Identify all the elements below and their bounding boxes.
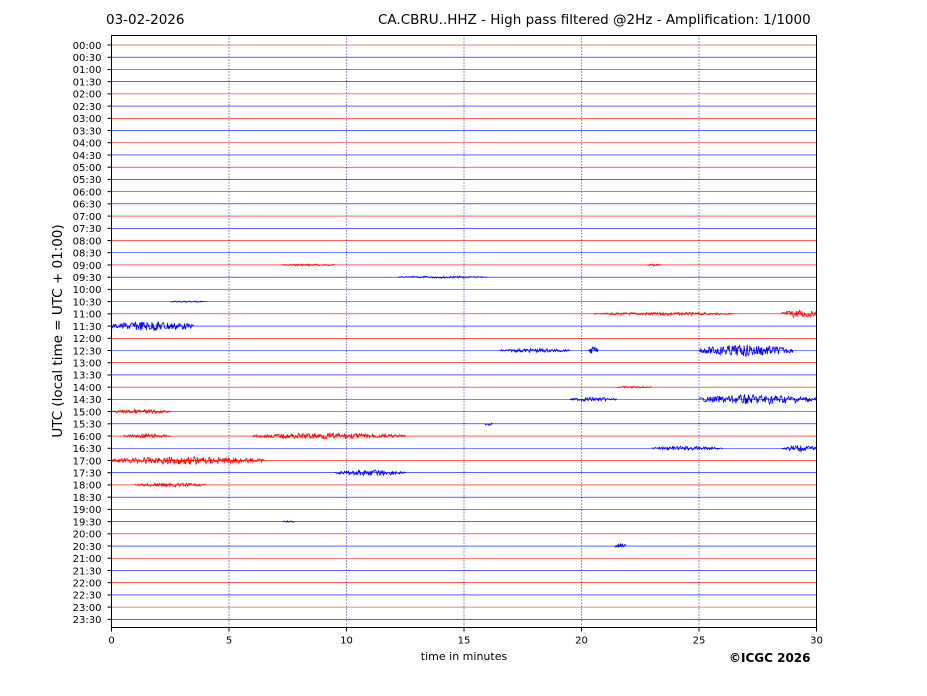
y-tick-label: 23:00: [73, 603, 102, 614]
seismic-event: [484, 422, 493, 427]
y-tick-label: 06:30: [73, 200, 102, 211]
y-tick-label: 00:30: [73, 53, 102, 64]
seismic-event: [781, 444, 817, 453]
x-tick-label: 10: [340, 636, 353, 647]
x-tick-label: 15: [458, 636, 471, 647]
y-tick-label: 00:00: [73, 41, 102, 52]
y-tick-label: 19:30: [73, 517, 102, 528]
seismic-event: [170, 300, 206, 303]
trace-rows: [111, 44, 817, 620]
seismic-event: [111, 321, 195, 331]
y-tick-label: 05:00: [73, 163, 102, 174]
y-tick-label: 10:00: [73, 285, 102, 296]
seismic-event: [334, 468, 406, 477]
y-tick-label: 22:00: [73, 578, 102, 589]
seismic-event: [780, 309, 817, 319]
y-tick-label: 08:00: [73, 236, 102, 247]
y-tick-label: 21:30: [73, 566, 102, 577]
y-axis-label: UTC (local time = UTC + 01:00): [50, 224, 66, 437]
seismic-event: [616, 385, 653, 389]
y-tick-label: 04:00: [73, 139, 102, 150]
seismic-event: [651, 445, 723, 452]
y-tick-label: 11:30: [73, 322, 102, 333]
seismic-event: [280, 263, 335, 267]
plot-frame: [111, 35, 817, 628]
y-tick-label: 19:00: [73, 505, 102, 516]
y-tick-label: 17:00: [73, 456, 102, 467]
x-tick-label: 30: [810, 636, 823, 647]
y-tick-label: 20:00: [73, 530, 102, 541]
seismic-events: [111, 263, 817, 549]
y-tick-label: 23:30: [73, 615, 102, 626]
y-tick-label: 14:00: [73, 383, 102, 394]
seismic-event: [614, 543, 627, 549]
x-tick-label: 20: [575, 636, 588, 647]
y-tick-label: 03:30: [73, 126, 102, 137]
y-tick-label: 07:30: [73, 224, 102, 235]
x-axis-label: time in minutes: [421, 650, 508, 663]
y-tick-label: 14:30: [73, 395, 102, 406]
y-tick-label: 21:00: [73, 554, 102, 565]
y-tick-label: 13:30: [73, 371, 102, 382]
x-tick-label: 0: [108, 636, 114, 647]
seismic-event: [647, 263, 662, 267]
seismic-event: [698, 344, 794, 358]
y-tick-label: 09:00: [73, 261, 102, 272]
y-tick-label: 12:00: [73, 334, 102, 345]
y-tick-label: 08:30: [73, 249, 102, 260]
x-tick-label: 5: [226, 636, 232, 647]
seismic-event: [282, 519, 295, 523]
y-tick-label: 04:30: [73, 151, 102, 162]
vertical-grid: [228, 35, 700, 628]
seismic-event: [111, 408, 171, 415]
seismic-event: [499, 347, 570, 354]
y-tick-label: 03:00: [73, 114, 102, 125]
seismic-event: [123, 432, 171, 439]
seismic-event: [698, 393, 817, 406]
y-tick-label: 15:00: [73, 407, 102, 418]
y-tick-label: 15:30: [73, 420, 102, 431]
copyright-label: ©ICGC 2026: [729, 651, 811, 665]
x-tick-label: 25: [693, 636, 706, 647]
y-tick-label: 18:00: [73, 481, 102, 492]
y-tick-label: 11:00: [73, 310, 102, 321]
seismic-event: [593, 311, 735, 317]
y-tick-label: 05:30: [73, 175, 102, 186]
x-tick-labels: 0 5 10 15 20 25 30: [108, 627, 823, 647]
seismic-event: [111, 455, 265, 466]
seismic-event: [569, 396, 618, 403]
y-tick-label: 13:00: [73, 359, 102, 370]
y-tick-label: 07:00: [73, 212, 102, 223]
chart-title: CA.CBRU..HHZ - High pass filtered @2Hz -…: [378, 12, 811, 28]
seismic-event: [398, 275, 488, 279]
date-label: 03-02-2026: [106, 12, 185, 28]
y-tick-label: 01:30: [73, 77, 102, 88]
y-tick-label: 02:30: [73, 102, 102, 113]
y-tick-label: 16:30: [73, 444, 102, 455]
y-tick-label: 02:00: [73, 90, 102, 101]
seismic-event: [252, 432, 406, 440]
y-tick-label: 09:30: [73, 273, 102, 284]
y-tick-label: 17:30: [73, 469, 102, 480]
seismic-event: [134, 482, 206, 488]
y-tick-label: 10:30: [73, 297, 102, 308]
y-tick-label: 20:30: [73, 542, 102, 553]
y-tick-label: 01:00: [73, 65, 102, 76]
y-tick-label: 16:00: [73, 432, 102, 443]
y-tick-label: 18:30: [73, 493, 102, 504]
y-tick-label: 06:00: [73, 187, 102, 198]
y-tick-label: 22:30: [73, 591, 102, 602]
y-tick-label: 12:30: [73, 346, 102, 357]
seismic-event: [588, 345, 599, 354]
